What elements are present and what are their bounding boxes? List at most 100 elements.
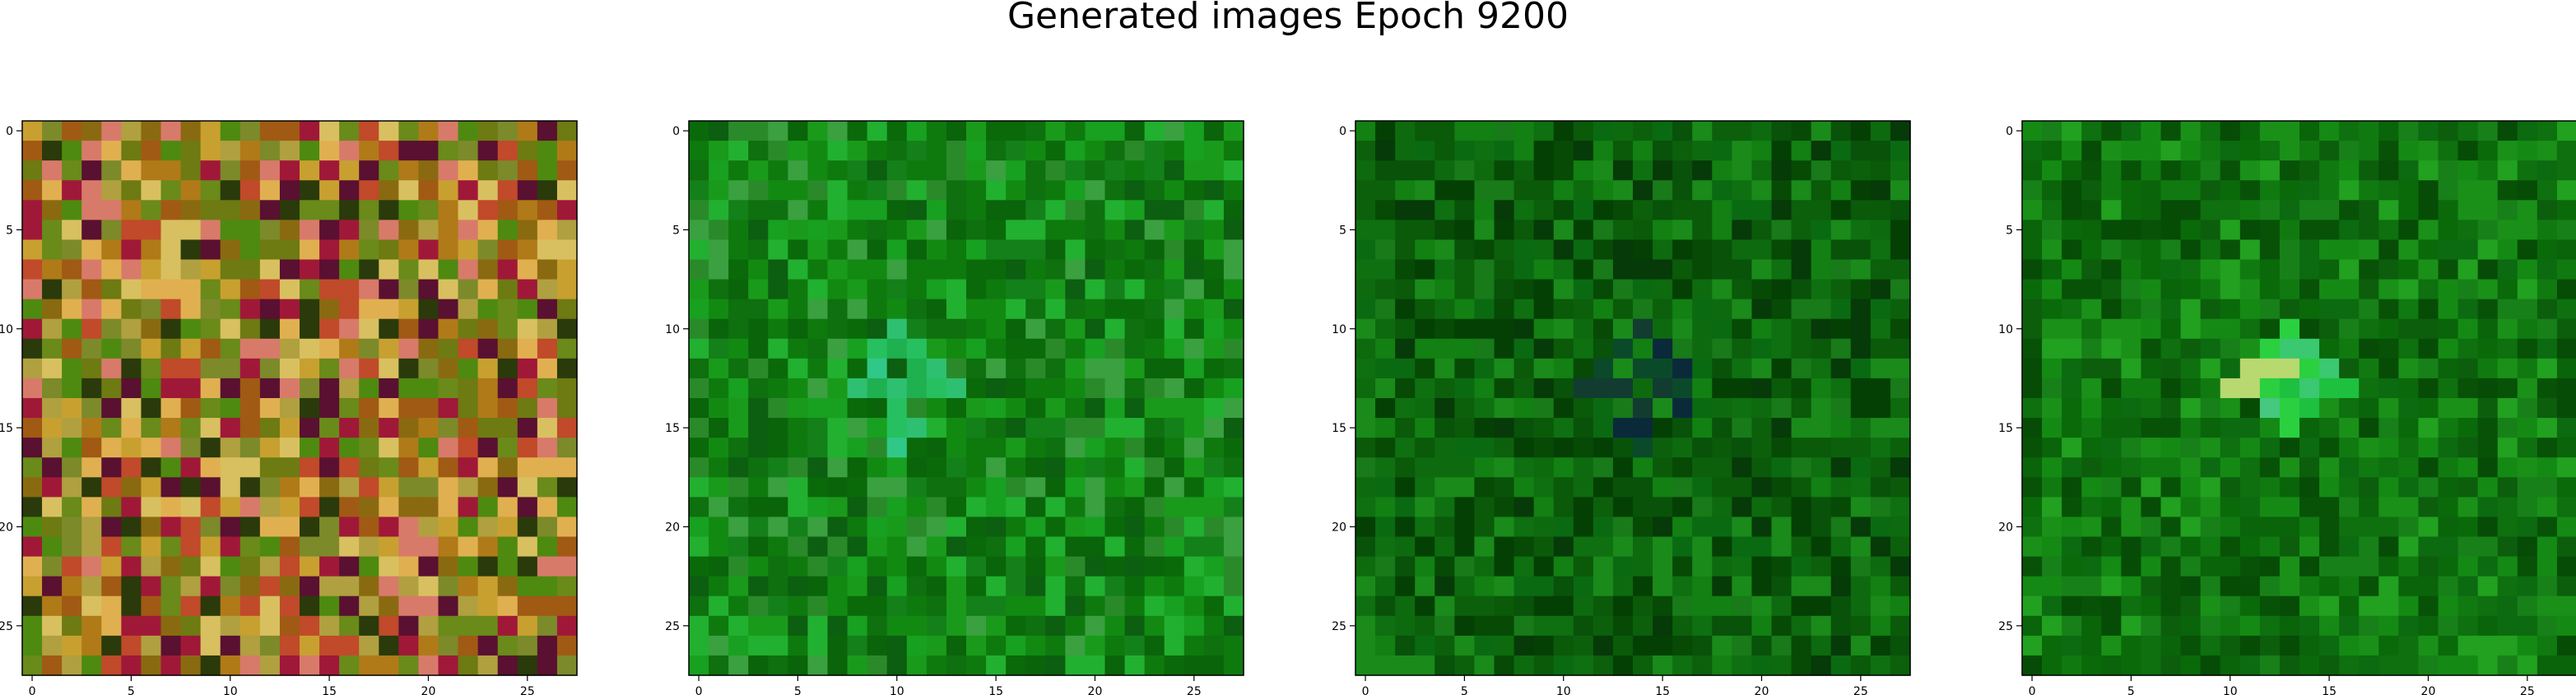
- pixel-cell: [689, 200, 709, 220]
- pixel-cell: [1183, 160, 1205, 181]
- pixel-cell: [2101, 180, 2122, 201]
- pixel-cell: [2378, 180, 2399, 201]
- pixel-cell: [748, 398, 769, 419]
- pixel-cell: [1533, 299, 1555, 320]
- pixel-cell: [379, 398, 399, 419]
- pixel-cell: [220, 536, 241, 558]
- pixel-cell: [418, 200, 439, 220]
- pixel-cell: [2359, 378, 2379, 399]
- pixel-cell: [2239, 655, 2261, 676]
- pixel-cell: [200, 160, 221, 181]
- pixel-cell: [1870, 418, 1891, 438]
- pixel-cell: [101, 398, 122, 419]
- pixel-cell: [1375, 220, 1396, 241]
- pixel-cell: [1474, 418, 1495, 438]
- pixel-cell: [239, 576, 261, 597]
- pixel-cell: [1573, 556, 1594, 577]
- pixel-cell: [1771, 220, 1793, 241]
- pixel-cell: [1454, 299, 1476, 320]
- pixel-cell: [1045, 595, 1066, 617]
- pixel-cell: [300, 358, 320, 379]
- pixel-cell: [2339, 615, 2360, 637]
- pixel-cell: [2378, 358, 2399, 379]
- pixel-cell: [1514, 160, 1535, 181]
- pixel-cell: [709, 220, 729, 241]
- pixel-cell: [2378, 239, 2399, 261]
- pixel-cell: [2160, 635, 2182, 656]
- pixel-cell: [1712, 576, 1732, 597]
- pixel-cell: [1164, 358, 1185, 379]
- pixel-cell: [2200, 457, 2221, 478]
- pixel-cell: [339, 180, 360, 201]
- pixel-cell: [2517, 358, 2538, 379]
- pixel-cell: [2101, 595, 2122, 617]
- pixel-cell: [748, 338, 769, 359]
- pixel-cell: [1830, 160, 1852, 181]
- pixel-cell: [1124, 378, 1146, 399]
- pixel-cell: [418, 497, 439, 518]
- pixel-cell: [2239, 259, 2261, 280]
- pixel-cell: [239, 121, 261, 141]
- pixel-cell: [1085, 239, 1106, 261]
- pixel-cell: [1045, 398, 1066, 419]
- pixel-cell: [1065, 220, 1086, 241]
- pixel-cell: [1850, 477, 1872, 498]
- pixel-cell: [906, 457, 928, 478]
- pixel-cell: [160, 259, 182, 280]
- pixel-cell: [1454, 615, 1476, 637]
- pixel-cell: [1355, 398, 1376, 419]
- pixel-cell: [200, 259, 221, 280]
- pixel-cell: [81, 418, 102, 438]
- pixel-cell: [1732, 220, 1753, 241]
- pixel-cell: [2180, 536, 2202, 558]
- pixel-cell: [517, 497, 538, 518]
- pixel-cell: [200, 220, 221, 241]
- pixel-cell: [220, 497, 241, 518]
- pixel-cell: [2418, 180, 2439, 201]
- pixel-cell: [1355, 259, 1376, 280]
- pixel-cell: [1025, 141, 1046, 161]
- pixel-cell: [847, 497, 868, 518]
- pixel-cell: [1164, 457, 1185, 478]
- pixel-cell: [1183, 576, 1205, 597]
- pixel-cell: [1203, 556, 1225, 577]
- pixel-cell: [300, 200, 320, 220]
- pixel-cell: [2319, 497, 2340, 518]
- pixel-cell: [1006, 398, 1026, 419]
- pixel-cell: [1692, 279, 1713, 300]
- pixel-cell: [1533, 576, 1555, 597]
- pixel-cell: [1164, 635, 1185, 656]
- pixel-cell: [1395, 536, 1416, 558]
- pixel-cell: [2457, 635, 2479, 656]
- pixel-cell: [279, 141, 300, 161]
- pixel-cell: [1006, 556, 1026, 577]
- pixel-cell: [1672, 398, 1693, 419]
- pixel-cell: [556, 398, 578, 419]
- pixel-cell: [379, 536, 399, 558]
- pixel-cell: [1144, 497, 1165, 518]
- pixel-cell: [847, 556, 868, 577]
- pixel-cell: [1474, 536, 1495, 558]
- pixel-cell: [2477, 239, 2499, 261]
- pixel-cell: [1533, 338, 1555, 359]
- pixel-cell: [1791, 398, 1812, 419]
- pixel-cell: [180, 576, 202, 597]
- pixel-cell: [1732, 655, 1753, 676]
- pixel-cell: [926, 556, 947, 577]
- pixel-cell: [1771, 635, 1793, 656]
- pixel-cell: [2398, 299, 2420, 320]
- pixel-cell: [2556, 200, 2576, 220]
- pixel-cell: [2398, 615, 2420, 637]
- pixel-cell: [768, 318, 788, 340]
- pixel-cell: [359, 279, 379, 300]
- pixel-cell: [1593, 180, 1614, 201]
- pixel-cell: [1454, 556, 1476, 577]
- pixel-cell: [1025, 556, 1046, 577]
- pixel-cell: [1124, 536, 1146, 558]
- pixel-cell: [1025, 121, 1046, 141]
- pixel-cell: [2497, 160, 2518, 181]
- pixel-cell: [966, 160, 987, 181]
- pixel-cell: [418, 418, 439, 438]
- pixel-cell: [239, 517, 261, 538]
- pixel-cell: [966, 595, 987, 617]
